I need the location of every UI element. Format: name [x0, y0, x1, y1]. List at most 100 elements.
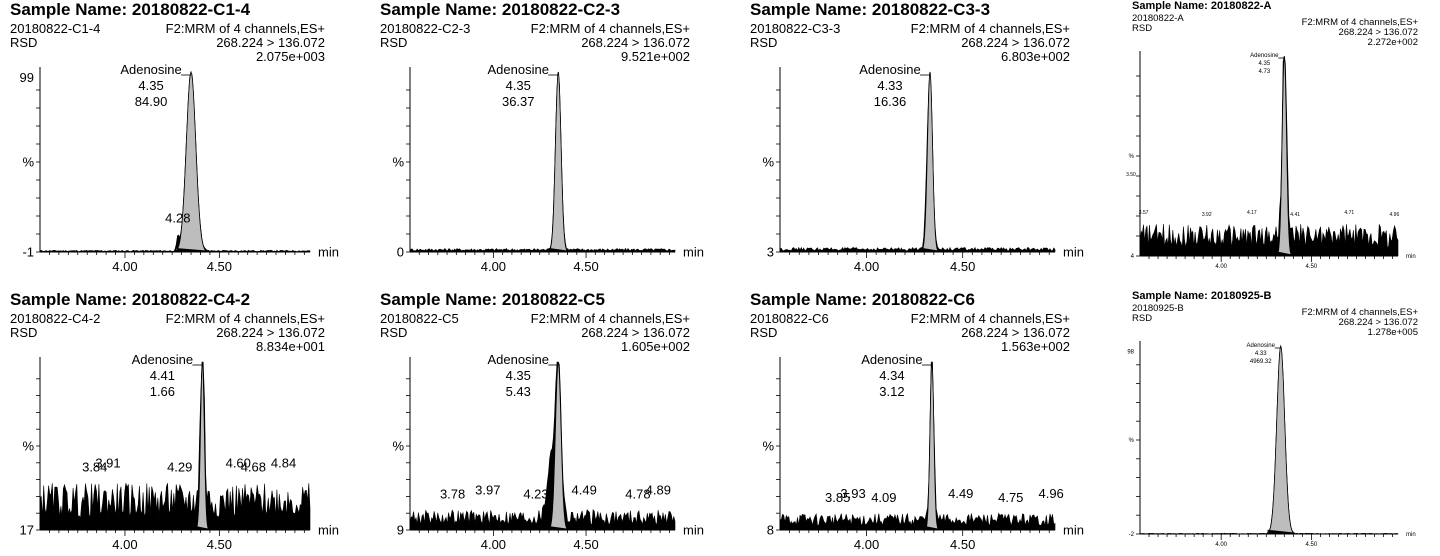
x-tick-label: 4.00: [112, 537, 137, 552]
channel-label: F2:MRM of 4 channels,ES+: [1301, 307, 1418, 318]
peak-area-label: 84.90: [135, 94, 168, 109]
integrated-peak: [549, 361, 568, 531]
sample-name-title: Sample Name: 20180822-C6: [750, 290, 975, 309]
transition-label: 268.224 > 136.072: [581, 35, 690, 50]
sample-id: 20180822-C6: [750, 311, 829, 326]
minor-peak-label: 4.60: [226, 456, 251, 471]
rsd-label: RSD: [380, 325, 408, 340]
sample-name-title: Sample Name: 20180822-C5: [380, 290, 605, 309]
chromatogram-panel: Sample Name: 20180822-C6 20180822-C6 RSD F2…: [740, 290, 1100, 556]
x-tick-label: 4.00: [481, 537, 506, 552]
sample-id: 20180925-B: [1132, 303, 1184, 314]
y-tick-label: 3: [767, 245, 774, 260]
minor-peak-label: 3.93: [840, 486, 865, 501]
compound-label: Adenosine: [1250, 53, 1279, 59]
chromatogram-panel: Sample Name: 20180822-C1-4 20180822-C1-4 R…: [0, 0, 355, 278]
y-tick-label: %: [762, 155, 774, 170]
compound-label: Adenosine: [488, 352, 549, 367]
minor-peak-label: 3.91: [95, 456, 120, 471]
signal-trace: [779, 361, 1056, 531]
retention-time-label: 4.41: [150, 368, 175, 383]
minor-peak-label: 4.49: [572, 482, 597, 497]
integrated-peak: [175, 70, 208, 252]
integrated-peak: [921, 71, 939, 253]
intensity-label: 2.272e+002: [1367, 37, 1418, 48]
x-tick-label: 4.50: [950, 537, 975, 552]
sample-name-title: Sample Name: 20180822-C2-3: [380, 0, 621, 19]
minor-peak-label: 3.57: [1139, 210, 1149, 216]
y-tick-label: %: [762, 439, 774, 454]
signal-trace: [39, 361, 311, 531]
minor-peak-label: 3.97: [475, 482, 500, 497]
integrated-peak: [549, 71, 568, 253]
sample-name-title: Sample Name: 20180822-A: [1132, 0, 1272, 12]
channel-label: F2:MRM of 4 channels,ES+: [1301, 17, 1418, 28]
transition-label: 268.224 > 136.072: [581, 325, 690, 340]
intensity-label: 2.075e+003: [255, 49, 325, 64]
x-unit-label: min: [683, 523, 704, 538]
transition-label: 268.224 > 136.072: [961, 35, 1070, 50]
rsd-label: RSD: [750, 35, 778, 50]
y-tick-label: 99: [20, 70, 34, 85]
retention-time-label: 4.35: [138, 78, 163, 93]
x-unit-label: min: [1063, 523, 1084, 538]
sample-name-title: Sample Name: 20180822-C3-3: [750, 0, 991, 19]
signal-trace: [409, 361, 676, 531]
minor-peak-label: 3.78: [440, 486, 465, 501]
x-unit-label: min: [318, 245, 339, 260]
sample-name-title: Sample Name: 20180822-C4-2: [10, 290, 251, 309]
x-unit-label: min: [1406, 532, 1416, 538]
y-tick-label: %: [1129, 154, 1135, 160]
y-tick-label: 9: [397, 523, 404, 538]
rsd-label: RSD: [10, 325, 38, 340]
minor-peak-label: 4.17: [1247, 210, 1257, 216]
chromatogram-panel: Sample Name: 20180925-B 20180925-B RSD F2:M…: [1122, 290, 1440, 556]
minor-peak-label: 3.84: [82, 460, 107, 475]
y-tick-label: 98: [1127, 350, 1134, 356]
minor-peak-label: 4.78: [625, 486, 650, 501]
minor-peak-label: 4.28: [165, 210, 190, 225]
peak-area-label: 1.66: [150, 384, 175, 399]
chromatogram-svg: 98% -2 4.00 4.50 min Adenosine 4.33 4969.32: [1127, 341, 1416, 548]
intensity-label: 1.605e+002: [620, 339, 690, 354]
intensity-label: 1.278e+005: [1367, 327, 1418, 338]
sample-id: 20180822-C1-4: [10, 21, 101, 36]
compound-label: Adenosine: [859, 62, 920, 77]
x-unit-label: min: [683, 245, 704, 260]
compound-label: Adenosine: [120, 62, 181, 77]
rsd-label: RSD: [750, 325, 778, 340]
sample-id: 20180822-C3-3: [750, 21, 841, 36]
x-tick-label: 4.00: [1215, 264, 1227, 270]
x-tick-label: 4.50: [207, 259, 232, 274]
compound-label: Adenosine: [1247, 343, 1276, 349]
minor-peak-label: 4.84: [271, 456, 296, 471]
peak-area-label: 4969.32: [1250, 359, 1272, 365]
x-tick-label: 4.50: [573, 259, 598, 274]
channel-label: F2:MRM of 4 channels,ES+: [530, 21, 690, 36]
sample-name-title: Sample Name: 20180822-C1-4: [10, 0, 251, 19]
x-tick-label: 4.50: [207, 537, 232, 552]
x-unit-label: min: [1063, 245, 1084, 260]
signal-trace: [1139, 55, 1399, 257]
y-tick-label: %: [22, 155, 34, 170]
minor-peak-label: 4.68: [241, 460, 266, 475]
minor-peak-label: 4.89: [646, 482, 671, 497]
channel-label: F2:MRM of 4 channels,ES+: [165, 21, 325, 36]
transition-label: 268.224 > 136.072: [961, 325, 1070, 340]
retention-time-label: 4.35: [506, 78, 531, 93]
minor-peak-label: 4.29: [167, 460, 192, 475]
peak-area-label: 36.37: [502, 94, 535, 109]
retention-time-label: 4.34: [879, 368, 904, 383]
minor-peak-label: 4.41: [1290, 212, 1300, 218]
signal-trace: [409, 71, 676, 253]
rsd-label: RSD: [10, 35, 38, 50]
x-tick-label: 4.00: [854, 259, 879, 274]
transition-label: 268.224 > 136.072: [1338, 317, 1418, 328]
minor-peak-label: 4.09: [871, 490, 896, 505]
chromatogram-panel: Sample Name: 20180822-A 20180822-A RSD F2:M…: [1122, 0, 1440, 278]
channel-label: F2:MRM of 4 channels,ES+: [165, 311, 325, 326]
peak-area-label: 5.43: [506, 384, 531, 399]
peak-area-label: 3.12: [879, 384, 904, 399]
